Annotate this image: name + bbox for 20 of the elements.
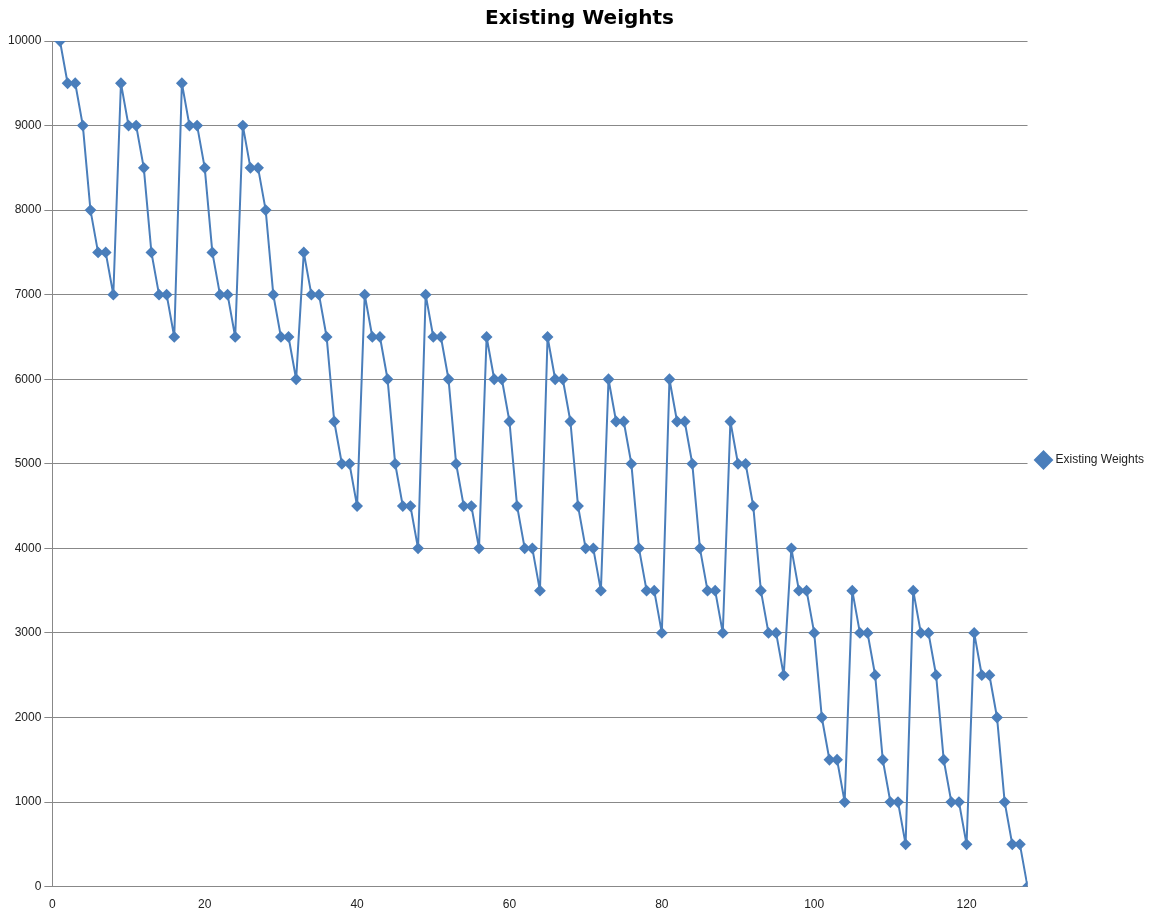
x-tick-label: 100 <box>804 897 825 912</box>
x-tick-label: 0 <box>49 897 57 912</box>
x-tick-label: 120 <box>956 897 977 912</box>
y-tick-label: 6000 <box>14 371 42 386</box>
chart-title: Existing Weights <box>484 5 675 30</box>
y-tick-label: 10000 <box>7 33 42 48</box>
y-tick-label: 1000 <box>14 794 42 809</box>
y-tick-label: 0 <box>34 878 42 893</box>
y-tick-label: 4000 <box>14 540 42 555</box>
x-tick-label: 40 <box>350 897 365 912</box>
legend-label: Existing Weights <box>1055 452 1144 467</box>
y-tick-label: 7000 <box>14 286 42 301</box>
y-tick-label: 3000 <box>14 625 42 640</box>
y-tick-label: 9000 <box>14 117 42 132</box>
x-tick-label: 20 <box>198 897 212 912</box>
x-tick-label: 60 <box>502 897 517 912</box>
y-tick-label: 2000 <box>14 709 42 724</box>
y-tick-label: 8000 <box>14 202 42 217</box>
x-tick-label: 80 <box>655 897 669 912</box>
y-tick-label: 5000 <box>14 456 42 471</box>
